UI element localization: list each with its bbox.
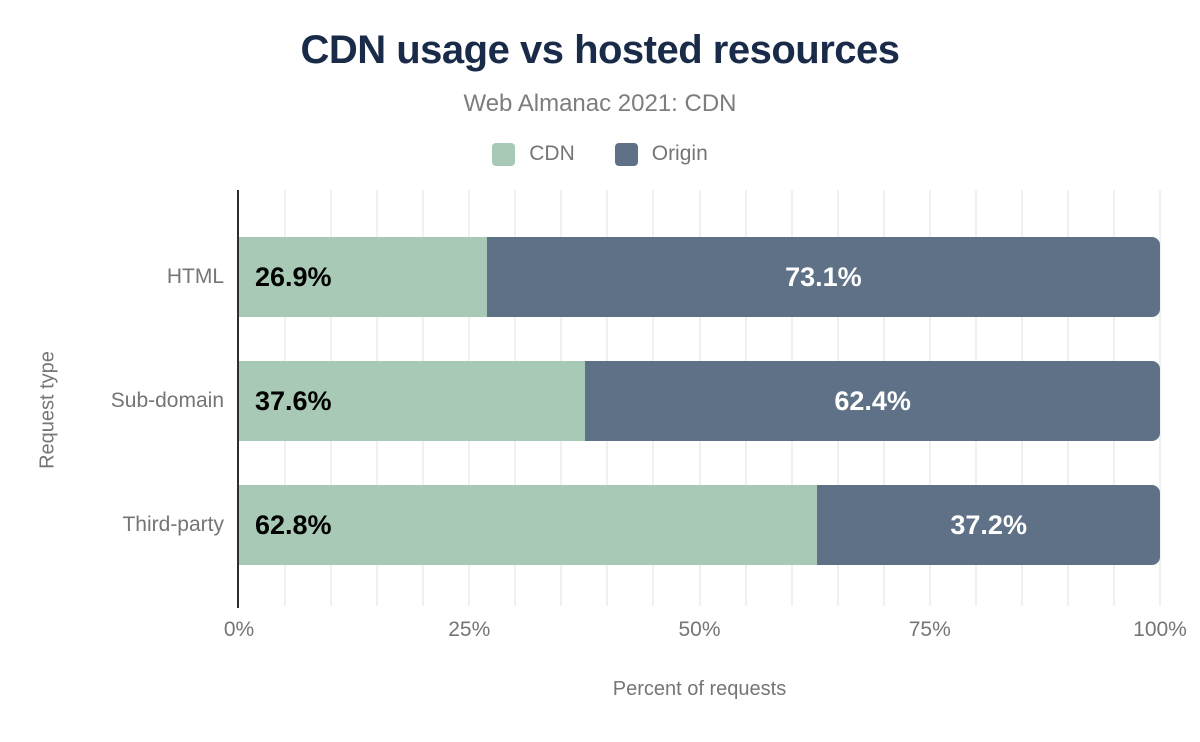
y-axis-line xyxy=(237,190,239,608)
bar-value-label: 37.6% xyxy=(255,385,332,416)
bar-row: HTML 26.9% 73.1% xyxy=(167,237,1160,317)
y-axis-title: Request type xyxy=(36,351,59,469)
origin-color-swatch xyxy=(614,142,638,166)
bar-value-label: 73.1% xyxy=(785,261,862,292)
bar-segment-cdn[interactable]: 37.6% xyxy=(239,361,586,441)
x-tick-label: 25% xyxy=(448,618,491,641)
legend-label-origin: Origin xyxy=(651,142,708,165)
chart-title: CDN usage vs hosted resources xyxy=(300,28,900,72)
category-label: HTML xyxy=(166,265,224,288)
plot-area: HTML 26.9% 73.1% Sub-domain 37.6% 62.4% Third-… xyxy=(111,190,1187,641)
legend: CDN Origin xyxy=(0,142,1200,166)
x-tick-label: 75% xyxy=(908,618,951,641)
bar-value-label: 26.9% xyxy=(255,261,332,292)
bar-segment-cdn[interactable]: 26.9% xyxy=(239,237,487,317)
legend-item-cdn[interactable]: CDN xyxy=(492,142,575,166)
category-label: Third-party xyxy=(122,513,224,536)
x-tick-label: 0% xyxy=(223,618,255,641)
bar-segment-origin[interactable]: 73.1% xyxy=(486,237,1160,317)
x-tick-label: 50% xyxy=(678,618,721,641)
legend-item-origin[interactable]: Origin xyxy=(614,142,708,166)
bar-segment-cdn[interactable]: 62.8% xyxy=(239,485,818,565)
chart-subtitle: Web Almanac 2021: CDN xyxy=(463,90,737,117)
bar-value-label: 37.2% xyxy=(950,509,1027,540)
bar-row: Third-party 62.8% 37.2% xyxy=(122,485,1160,565)
bar-value-label: 62.4% xyxy=(834,385,911,416)
cdn-color-swatch xyxy=(492,142,516,166)
bar-segment-origin[interactable]: 37.2% xyxy=(817,485,1160,565)
gridline xyxy=(1159,190,1161,606)
bar-value-label: 62.8% xyxy=(255,509,332,540)
category-label: Sub-domain xyxy=(110,389,224,412)
bar-row: Sub-domain 37.6% 62.4% xyxy=(111,361,1160,441)
legend-label-cdn: CDN xyxy=(529,142,575,165)
bar-segment-origin[interactable]: 62.4% xyxy=(585,361,1160,441)
x-tick-label: 100% xyxy=(1133,618,1187,641)
x-axis-title: Percent of requests xyxy=(612,678,787,700)
